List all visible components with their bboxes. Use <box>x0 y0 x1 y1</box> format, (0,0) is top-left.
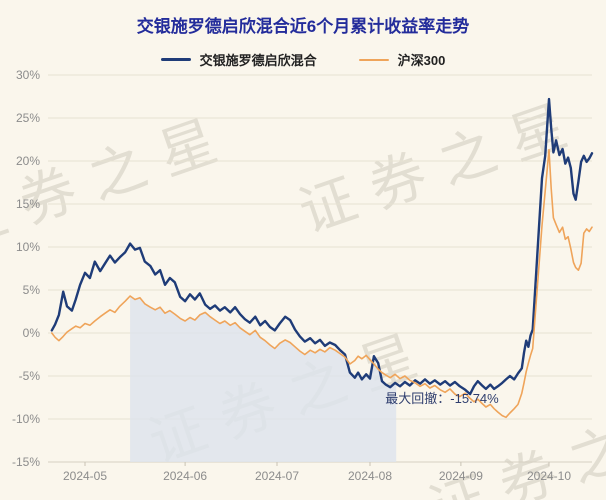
legend-item-benchmark[interactable]: 沪深300 <box>358 50 446 69</box>
legend-item-fund[interactable]: 交银施罗德启欣混合 <box>160 50 317 69</box>
legend: 交银施罗德启欣混合 沪深300 <box>0 50 606 69</box>
max-drawdown-shaded-region <box>130 296 397 462</box>
y-axis-tick-label: -15% <box>12 455 40 469</box>
max-drawdown-label: 最大回撤：-15.74% <box>385 391 499 406</box>
x-axis-tick-label: 2024-09 <box>439 469 483 483</box>
x-axis-tick-label: 2024-10 <box>527 469 571 483</box>
y-axis-tick-label: 30% <box>16 68 40 82</box>
y-axis-tick-label: -5% <box>19 369 41 383</box>
y-axis-tick-label: 5% <box>23 283 41 297</box>
x-axis-tick-label: 2024-05 <box>63 469 107 483</box>
x-axis-tick-label: 2024-08 <box>348 469 392 483</box>
legend-label-benchmark: 沪深300 <box>397 53 446 68</box>
chart-title: 交银施罗德启欣混合近6个月累计收益率走势 <box>136 17 470 36</box>
benchmark-line <box>50 149 593 419</box>
legend-label-fund: 交银施罗德启欣混合 <box>199 53 317 68</box>
y-axis-tick-label: 10% <box>16 240 40 254</box>
y-axis-tick-label: 25% <box>16 111 40 125</box>
x-axis-tick-label: 2024-07 <box>255 469 299 483</box>
benchmark-line-swatch-icon <box>358 58 389 61</box>
y-axis-tick-label: 15% <box>16 197 40 211</box>
fund-line-swatch-icon <box>160 58 191 61</box>
y-axis-tick-label: 20% <box>16 154 40 168</box>
x-axis-tick-label: 2024-06 <box>163 469 207 483</box>
y-axis-tick-label: 0% <box>23 326 41 340</box>
y-axis-tick-label: -10% <box>12 412 40 426</box>
fund-line <box>50 97 594 396</box>
